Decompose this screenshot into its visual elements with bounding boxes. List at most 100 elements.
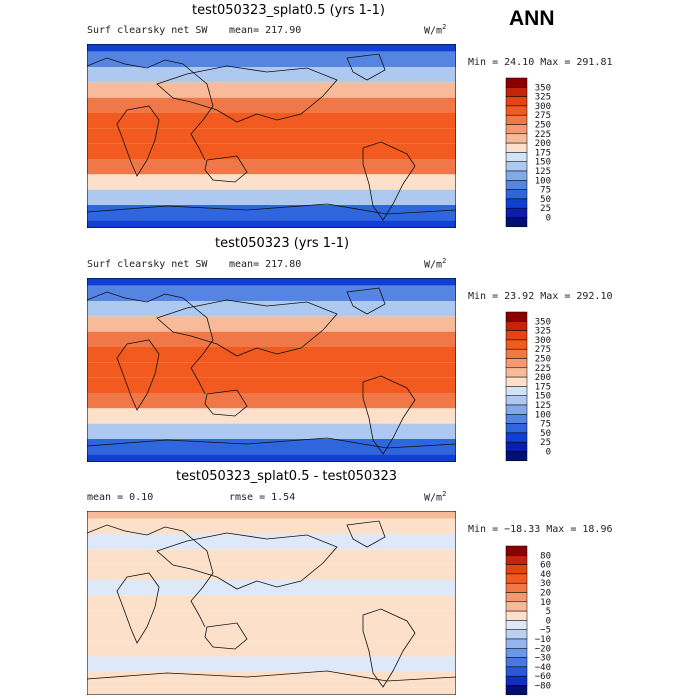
coast-australia (204, 155, 248, 183)
colorbar-label-10: 100 (535, 176, 551, 186)
colorbar-label-13: 25 (540, 204, 551, 214)
band-lat-30 (87, 331, 456, 347)
colorbar-swatch-8 (505, 152, 528, 162)
colorbar-swatch-7 (505, 376, 528, 387)
colorbar-label-9: 125 (535, 401, 551, 411)
coast-north-america (87, 524, 214, 628)
colorbar-label-12: 50 (540, 195, 551, 205)
colorbar-swatch-2 (505, 96, 528, 107)
colorbar-swatch-5 (505, 124, 528, 135)
panel-1-colorbar-swatches (505, 77, 528, 228)
colorbar-label-5: 225 (535, 364, 551, 374)
band-lat-75 (87, 285, 456, 301)
coast-antarctica (87, 437, 456, 449)
panel-3-units: W/m2 (424, 490, 447, 504)
coast-africa (116, 105, 160, 177)
colorbar-swatch-12 (505, 657, 528, 668)
colorbar-swatch-7 (505, 142, 528, 153)
panel-3-title: test050323_splat0.5 - test050323 (176, 469, 398, 484)
colorbar-swatch-11 (505, 648, 528, 658)
band-lat-90 (87, 511, 456, 519)
colorbar-swatch-13 (505, 432, 528, 443)
colorbar-swatch-10 (505, 638, 528, 649)
colorbar-label-7: 0 (546, 616, 551, 626)
colorbar-swatch-2 (505, 330, 528, 341)
panel-1-minmax: Min = 24.10 Max = 291.81 (468, 57, 613, 68)
colorbar-swatch-9 (505, 395, 528, 406)
colorbar-swatch-8 (505, 386, 528, 396)
band-lat-s90 (87, 220, 456, 228)
band-lat-60 (87, 534, 456, 550)
coast-africa (116, 572, 160, 644)
panel-2-units: W/m2 (424, 257, 447, 271)
colorbar-label-14: −80 (535, 682, 551, 692)
band-lat-45 (87, 316, 456, 332)
band-lat-s60 (87, 423, 456, 439)
band-lat-s75 (87, 205, 456, 221)
colorbar-label-1: 325 (535, 93, 551, 103)
coast-eurasia (156, 532, 338, 590)
colorbar-label-7: 175 (535, 382, 551, 392)
colorbar-label-8: −5 (540, 626, 551, 636)
band-lat-s90 (87, 454, 456, 462)
coast-north-america (87, 57, 214, 161)
colorbar-label-0: 350 (535, 317, 551, 327)
band-lat-s60 (87, 189, 456, 205)
colorbar-swatch-15 (505, 685, 528, 696)
colorbar-swatch-13 (505, 666, 528, 677)
colorbar-swatch-3 (505, 573, 528, 584)
colorbar-swatch-11 (505, 414, 528, 424)
panel-3-colorbar-swatches (505, 545, 528, 696)
band-lat-s45 (87, 408, 456, 424)
season-label: ANN (509, 7, 555, 30)
band-lat-90 (87, 44, 456, 52)
colorbar-swatch-5 (505, 592, 528, 603)
panel-3-rmse: rmse = 1.54 (229, 492, 296, 503)
panel-1-map (87, 44, 456, 228)
colorbar-label-11: 75 (540, 186, 551, 196)
band-lat-s30 (87, 393, 456, 409)
colorbar-swatch-6 (505, 133, 528, 144)
colorbar-swatch-5 (505, 358, 528, 369)
colorbar-swatch-0 (505, 311, 528, 322)
colorbar-swatch-1 (505, 555, 528, 565)
panel-3-mean: mean = 0.10 (87, 492, 154, 503)
colorbar-label-9: −10 (535, 635, 551, 645)
colorbar-label-12: −40 (535, 663, 551, 673)
colorbar-swatch-2 (505, 564, 528, 575)
colorbar-label-4: 250 (535, 355, 551, 365)
colorbar-swatch-6 (505, 367, 528, 378)
panel-1-coastlines (87, 53, 456, 221)
colorbar-label-10: 100 (535, 410, 551, 420)
colorbar-label-7: 175 (535, 148, 551, 158)
band-lat-90 (87, 278, 456, 286)
band-lat-0 (87, 595, 456, 611)
colorbar-label-1: 325 (535, 327, 551, 337)
colorbar-label-6: 200 (535, 373, 551, 383)
band-lat-15 (87, 347, 456, 363)
panel-1-mean: mean= 217.90 (229, 25, 302, 36)
panel-3-coastlines (87, 520, 456, 688)
band-lat-30 (87, 564, 456, 580)
colorbar-swatch-4 (505, 114, 528, 125)
panel-2-title: test050323 (yrs 1-1) (215, 236, 350, 251)
band-lat-75 (87, 51, 456, 67)
band-lat-s45 (87, 174, 456, 190)
colorbar-label-14: 0 (546, 448, 551, 458)
colorbar-swatch-9 (505, 161, 528, 172)
colorbar-label-2: 300 (535, 336, 551, 346)
colorbar-label-8: 150 (535, 392, 551, 402)
coast-north-america (87, 291, 214, 395)
coast-greenland (346, 520, 386, 548)
colorbar-swatch-3 (505, 339, 528, 350)
panel-2-coastlines (87, 287, 456, 455)
colorbar-swatch-14 (505, 675, 528, 686)
colorbar-label-6: 200 (535, 139, 551, 149)
colorbar-swatch-3 (505, 105, 528, 116)
colorbar-swatch-12 (505, 423, 528, 434)
colorbar-swatch-12 (505, 189, 528, 200)
band-lat-75 (87, 518, 456, 534)
